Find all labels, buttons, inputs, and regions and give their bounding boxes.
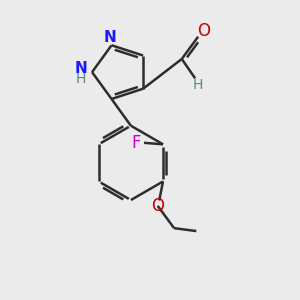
Text: O: O bbox=[151, 197, 164, 215]
Text: N: N bbox=[104, 30, 116, 45]
Text: F: F bbox=[131, 134, 141, 152]
Text: O: O bbox=[197, 22, 210, 40]
Text: H: H bbox=[192, 78, 203, 92]
Text: H: H bbox=[76, 72, 86, 86]
Text: N: N bbox=[74, 61, 87, 76]
